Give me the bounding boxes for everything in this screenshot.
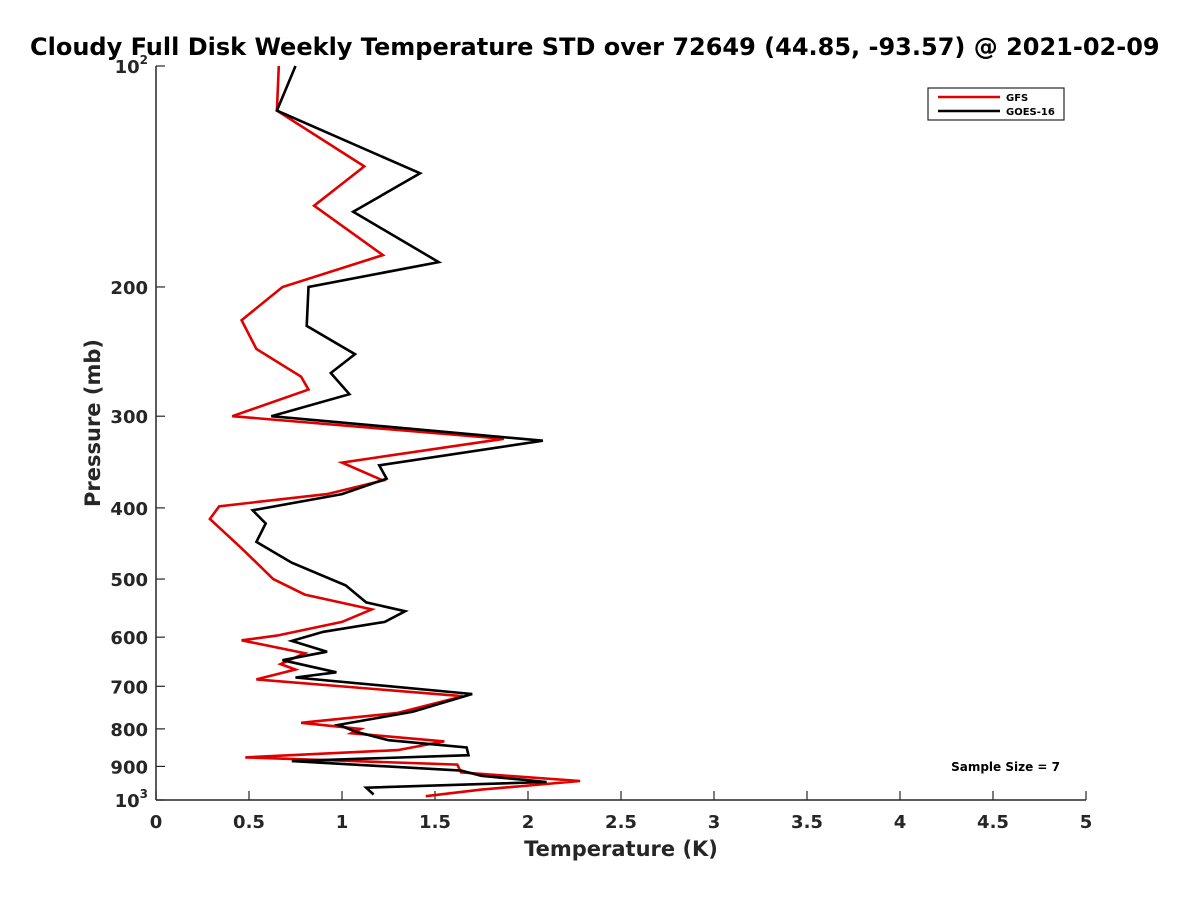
y-tick-label: 700 [110, 677, 148, 698]
x-tick-label: 4 [894, 812, 907, 833]
x-tick-label: 3 [708, 812, 721, 833]
legend-box [927, 87, 1065, 121]
x-tick-label: 5 [1080, 812, 1093, 833]
y-tick-label: 400 [110, 499, 148, 520]
sample-size-annotation: Sample Size = 7 [951, 760, 1060, 774]
legend: GFS GOES-16 [927, 87, 1065, 121]
x-axis-label: Temperature (K) [524, 837, 718, 861]
series-line-goes-16 [250, 65, 547, 796]
plot-area: 0 0.5 1 1.5 2 2.5 3 3.5 4 4.5 5 102 200 300 400 500 600… [110, 53, 1092, 833]
y-tick-label: 300 [110, 407, 148, 428]
x-tick-label: 2 [522, 812, 535, 833]
y-tick-label: 200 [110, 278, 148, 299]
legend-label: GOES-16 [1006, 107, 1055, 118]
x-tick-label: 0.5 [233, 812, 265, 833]
x-axis-ticks: 0 0.5 1 1.5 2 2.5 3 3.5 4 4.5 5 [150, 791, 1093, 833]
x-tick-label: 0 [150, 812, 163, 833]
y-axis-label: Pressure (mb) [81, 339, 105, 507]
y-tick-label: 600 [110, 628, 148, 649]
x-tick-label: 2.5 [605, 812, 637, 833]
legend-items: GFS GOES-16 [938, 93, 1055, 118]
y-tick-label: 900 [110, 757, 148, 778]
y-tick-label: 500 [110, 570, 148, 591]
x-tick-label: 1.5 [419, 812, 451, 833]
legend-label: GFS [1006, 93, 1028, 104]
x-tick-label: 4.5 [977, 812, 1009, 833]
y-tick-label: 103 [115, 787, 148, 812]
series-group [208, 65, 581, 798]
x-tick-label: 3.5 [791, 812, 823, 833]
x-tick-label: 1 [336, 812, 349, 833]
y-axis-ticks: 102 200 300 400 500 600 700 800 900 103 [110, 53, 165, 812]
y-tick-label: 102 [115, 53, 148, 78]
y-tick-label: 800 [110, 720, 148, 741]
chart-title: Cloudy Full Disk Weekly Temperature STD … [30, 33, 1160, 61]
